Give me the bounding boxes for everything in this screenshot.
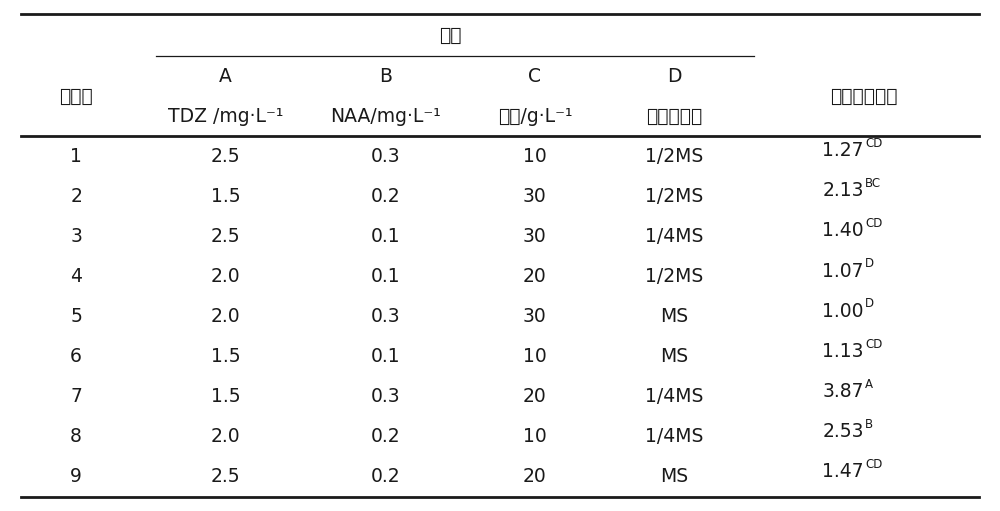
Text: MS: MS xyxy=(660,468,689,486)
Text: 1.5: 1.5 xyxy=(211,387,241,406)
Text: 基本培养基: 基本培养基 xyxy=(646,107,703,126)
Text: B: B xyxy=(865,417,873,431)
Text: 20: 20 xyxy=(523,387,547,406)
Text: 1.5: 1.5 xyxy=(211,187,241,206)
Text: A: A xyxy=(865,378,873,390)
Text: 1/2MS: 1/2MS xyxy=(645,267,704,286)
Text: 1/4MS: 1/4MS xyxy=(645,427,704,446)
Text: 1.47: 1.47 xyxy=(822,462,864,481)
Text: 0.2: 0.2 xyxy=(371,187,400,206)
Text: 8: 8 xyxy=(70,427,82,446)
Text: 20: 20 xyxy=(523,468,547,486)
Text: 6: 6 xyxy=(70,347,82,366)
Text: 2.5: 2.5 xyxy=(211,227,241,246)
Text: 20: 20 xyxy=(523,267,547,286)
Text: 5: 5 xyxy=(70,307,82,326)
Text: 0.3: 0.3 xyxy=(371,307,400,326)
Text: 1.00: 1.00 xyxy=(822,301,864,320)
Text: 1: 1 xyxy=(70,147,82,166)
Text: B: B xyxy=(379,67,392,86)
Text: C: C xyxy=(528,67,541,86)
Text: D: D xyxy=(865,297,874,311)
Text: 0.1: 0.1 xyxy=(371,227,400,246)
Text: 2.53: 2.53 xyxy=(822,422,864,441)
Text: 1.40: 1.40 xyxy=(822,221,864,241)
Text: CD: CD xyxy=(865,217,882,230)
Text: 10: 10 xyxy=(523,427,547,446)
Text: 2.0: 2.0 xyxy=(211,427,241,446)
Text: CD: CD xyxy=(865,338,882,351)
Text: 1.13: 1.13 xyxy=(822,342,864,361)
Text: 0.2: 0.2 xyxy=(371,468,400,486)
Text: 芽楱增殖系数: 芽楱增殖系数 xyxy=(830,87,898,106)
Text: 1.27: 1.27 xyxy=(822,142,864,160)
Text: 7: 7 xyxy=(70,387,82,406)
Text: 2: 2 xyxy=(70,187,82,206)
Text: NAA/mg·L⁻¹: NAA/mg·L⁻¹ xyxy=(330,107,441,126)
Text: D: D xyxy=(865,258,874,270)
Text: 2.13: 2.13 xyxy=(822,181,864,200)
Text: 30: 30 xyxy=(523,227,547,246)
Text: 0.1: 0.1 xyxy=(371,347,400,366)
Text: 0.3: 0.3 xyxy=(371,387,400,406)
Text: 0.2: 0.2 xyxy=(371,427,400,446)
Text: 蔗糖/g·L⁻¹: 蔗糖/g·L⁻¹ xyxy=(498,107,572,126)
Text: A: A xyxy=(219,67,232,86)
Text: 1/4MS: 1/4MS xyxy=(645,387,704,406)
Text: 2.0: 2.0 xyxy=(211,267,241,286)
Text: CD: CD xyxy=(865,137,882,150)
Text: 1/2MS: 1/2MS xyxy=(645,187,704,206)
Text: MS: MS xyxy=(660,307,689,326)
Text: 10: 10 xyxy=(523,347,547,366)
Text: MS: MS xyxy=(660,347,689,366)
Text: D: D xyxy=(667,67,682,86)
Text: 10: 10 xyxy=(523,147,547,166)
Text: CD: CD xyxy=(865,458,882,471)
Text: 4: 4 xyxy=(70,267,82,286)
Text: 1.5: 1.5 xyxy=(211,347,241,366)
Text: 处理: 处理 xyxy=(439,26,461,44)
Text: 30: 30 xyxy=(523,307,547,326)
Text: TDZ /mg·L⁻¹: TDZ /mg·L⁻¹ xyxy=(168,107,283,126)
Text: 3.87: 3.87 xyxy=(822,382,864,401)
Text: 9: 9 xyxy=(70,468,82,486)
Text: 2.5: 2.5 xyxy=(211,147,241,166)
Text: 0.1: 0.1 xyxy=(371,267,400,286)
Text: 处理号: 处理号 xyxy=(59,87,93,106)
Text: 2.0: 2.0 xyxy=(211,307,241,326)
Text: 1/2MS: 1/2MS xyxy=(645,147,704,166)
Text: 1/4MS: 1/4MS xyxy=(645,227,704,246)
Text: 0.3: 0.3 xyxy=(371,147,400,166)
Text: 3: 3 xyxy=(70,227,82,246)
Text: 30: 30 xyxy=(523,187,547,206)
Text: 1.07: 1.07 xyxy=(822,262,864,281)
Text: BC: BC xyxy=(865,177,881,190)
Text: 2.5: 2.5 xyxy=(211,468,241,486)
